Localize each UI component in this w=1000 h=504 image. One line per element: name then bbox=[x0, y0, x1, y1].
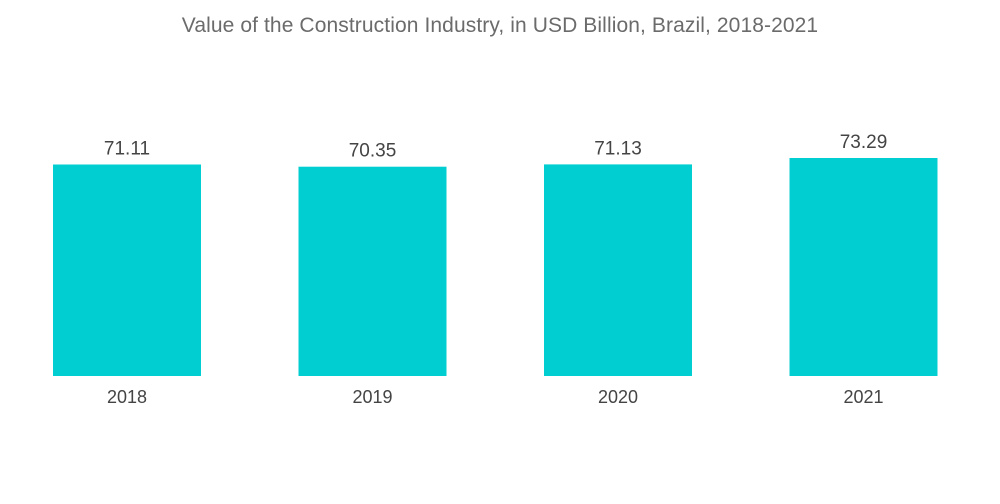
chart-title: Value of the Construction Industry, in U… bbox=[181, 14, 819, 37]
bar-2019 bbox=[298, 166, 447, 376]
x-tick-label-2019: 2019 bbox=[352, 387, 392, 407]
bar-2020 bbox=[544, 164, 692, 376]
data-label-2019: 70.35 bbox=[349, 141, 397, 162]
bar-2018 bbox=[53, 164, 201, 376]
data-label-2020: 71.13 bbox=[594, 138, 642, 159]
x-tick-label-2018: 2018 bbox=[107, 387, 147, 407]
x-tick-label-2020: 2020 bbox=[598, 387, 638, 407]
data-label-2018: 71.11 bbox=[104, 139, 150, 160]
x-tick-label-2021: 2021 bbox=[843, 387, 883, 407]
bar-2021 bbox=[789, 158, 938, 376]
data-label-2021: 73.29 bbox=[840, 132, 888, 153]
